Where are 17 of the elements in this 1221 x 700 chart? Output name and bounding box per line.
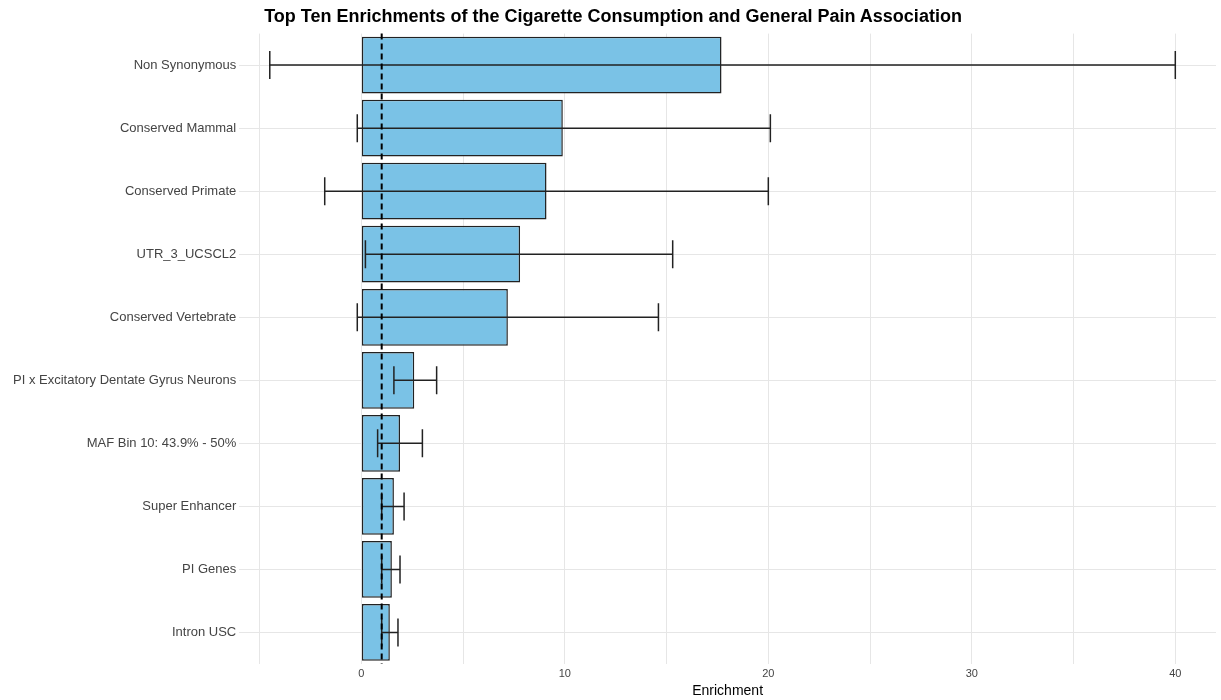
y-tick-label: Conserved Vertebrate [109,308,237,324]
x-tick-label: 0 [358,666,365,679]
x-axis-title: Enrichment [692,682,764,699]
y-tick-label: Non Synonymous [133,56,237,72]
y-tick-label: PI x Excitatory Dentate Gyrus Neurons [12,371,237,387]
y-tick-label: Intron USC [171,624,237,640]
x-tick-label: 20 [762,666,775,679]
y-tick-label: PI Genes [182,561,237,577]
x-tick-label: 30 [965,666,978,679]
y-tick-label: Super Enhancer [142,497,237,513]
y-tick-label: UTR_3_UCSCL2 [136,245,237,261]
y-tick-label: MAF Bin 10: 43.9% - 50% [86,434,237,450]
chart-title: Top Ten Enrichments of the Cigarette Consumption and General Pain Association [264,5,962,26]
x-tick-label: 10 [558,666,571,679]
y-tick-label: Conserved Mammal [119,119,237,135]
y-tick-label: Conserved Primate [124,182,237,198]
x-tick-label: 40 [1169,666,1182,679]
